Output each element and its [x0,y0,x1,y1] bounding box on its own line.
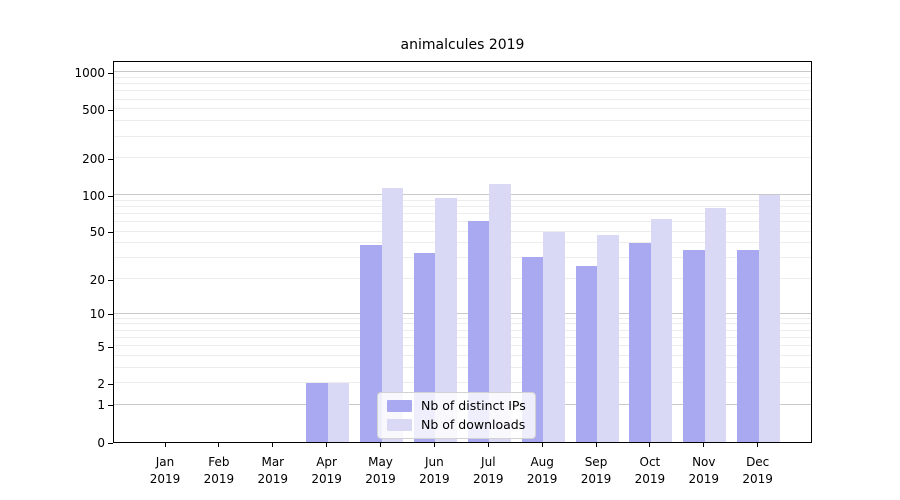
x-tick-label-jun: Jun 2019 [419,455,450,486]
x-tick-label-oct: Oct 2019 [634,455,666,486]
minor-gridline [114,278,811,280]
bar-jul-distinct-ips [467,221,490,442]
legend-item-distinct-ips: Nb of distinct IPs [387,399,526,413]
x-tick-label-jul: Jul 2019 [473,455,504,486]
minor-gridline [114,345,811,347]
bar-oct-distinct-ips [629,243,651,442]
bar-dec-downloads [758,195,781,442]
minor-gridline [114,329,811,331]
major-gridline [114,312,811,314]
bar-oct-downloads [650,218,673,442]
bar-nov-downloads [704,208,727,442]
bar-aug-downloads [543,231,565,442]
x-axis-tick [380,443,381,447]
y-axis-tick [108,405,113,407]
bar-apr-distinct-ips [306,383,328,442]
minor-gridline [114,205,811,207]
minor-gridline [114,354,811,356]
y-tick-label: 0 [97,435,105,450]
minor-gridline [114,242,811,244]
x-axis-tick [595,443,597,447]
bar-dec-distinct-ips [737,250,759,442]
major-gridline [114,194,811,195]
minor-gridline [114,221,811,222]
y-tick-label: 1 [97,398,105,413]
x-tick-label-apr: Apr 2019 [311,455,342,486]
plot-area [113,61,812,443]
legend-label-distinct-ips: Nb of distinct IPs [421,398,526,413]
y-tick-label: 10 [89,307,105,322]
y-tick-label: 100 [82,188,105,203]
major-gridline [114,71,811,73]
x-tick-label-jan: Jan 2019 [149,455,181,486]
legend-swatch-distinct-ips [387,400,412,412]
minor-gridline [114,76,811,78]
x-tick-label-sep: Sep 2019 [580,455,612,486]
x-axis-tick [433,443,435,447]
bar-sep-distinct-ips [575,265,597,442]
minor-gridline [114,108,811,110]
bar-may-downloads [381,187,403,442]
x-axis-tick [487,443,489,447]
y-tick-label: 1000 [74,65,105,80]
bar-apr-downloads [327,383,350,442]
y-tick-label: 500 [82,102,105,117]
minor-gridline [114,323,811,325]
x-tick-label-feb: Feb 2019 [203,455,235,486]
x-tick-label-nov: Nov 2019 [688,455,720,486]
y-axis-tick [108,72,113,74]
y-axis-tick [108,442,113,444]
minor-gridline [114,317,811,319]
x-axis-tick [326,443,328,447]
y-tick-label: 5 [97,339,105,354]
bar-nov-distinct-ips [683,250,705,442]
bar-sep-downloads [597,234,619,442]
minor-gridline [114,90,811,92]
minor-gridline [114,257,811,259]
bar-jul-downloads [489,183,511,442]
minor-gridline [114,199,811,201]
minor-gridline [114,120,811,122]
x-axis-tick [649,443,651,447]
legend-swatch-downloads [387,419,412,431]
bar-may-distinct-ips [360,244,382,442]
minor-gridline [114,98,811,100]
legend: Nb of distinct IPs Nb of downloads [377,392,536,439]
minor-gridline [114,230,811,232]
legend-item-downloads: Nb of downloads [387,418,526,432]
x-axis-tick [757,443,759,447]
y-axis-tick [108,346,113,348]
minor-gridline [114,336,811,338]
y-axis-tick [108,383,113,385]
minor-gridline [114,157,811,159]
bar-jun-downloads [435,198,457,442]
x-axis-tick [164,443,166,447]
y-tick-label: 20 [89,272,105,287]
y-tick-label: 2 [97,376,105,391]
y-tick-label: 50 [89,225,105,240]
x-tick-label-may: May 2019 [365,455,396,486]
y-axis-tick [108,232,113,234]
legend-label-downloads: Nb of downloads [421,417,526,432]
minor-gridline [114,83,811,85]
minor-gridline [114,135,811,137]
x-axis-tick [218,443,220,447]
x-axis-tick [272,443,274,447]
y-tick-label: 200 [82,151,105,166]
x-tick-label-dec: Dec 2019 [742,455,773,486]
minor-gridline [114,366,811,368]
x-tick-label-aug: Aug 2019 [526,455,558,486]
y-axis-tick [108,109,113,111]
minor-gridline [114,382,811,384]
y-axis-tick [108,279,113,281]
x-axis-tick [703,443,705,447]
minor-gridline [114,212,811,214]
y-axis-tick [108,195,113,197]
chart-title: animalcules 2019 [400,37,525,53]
y-axis-tick [108,314,113,316]
x-axis-tick [541,443,543,447]
x-tick-label-mar: Mar 2019 [257,455,289,486]
y-axis-tick [108,158,113,160]
